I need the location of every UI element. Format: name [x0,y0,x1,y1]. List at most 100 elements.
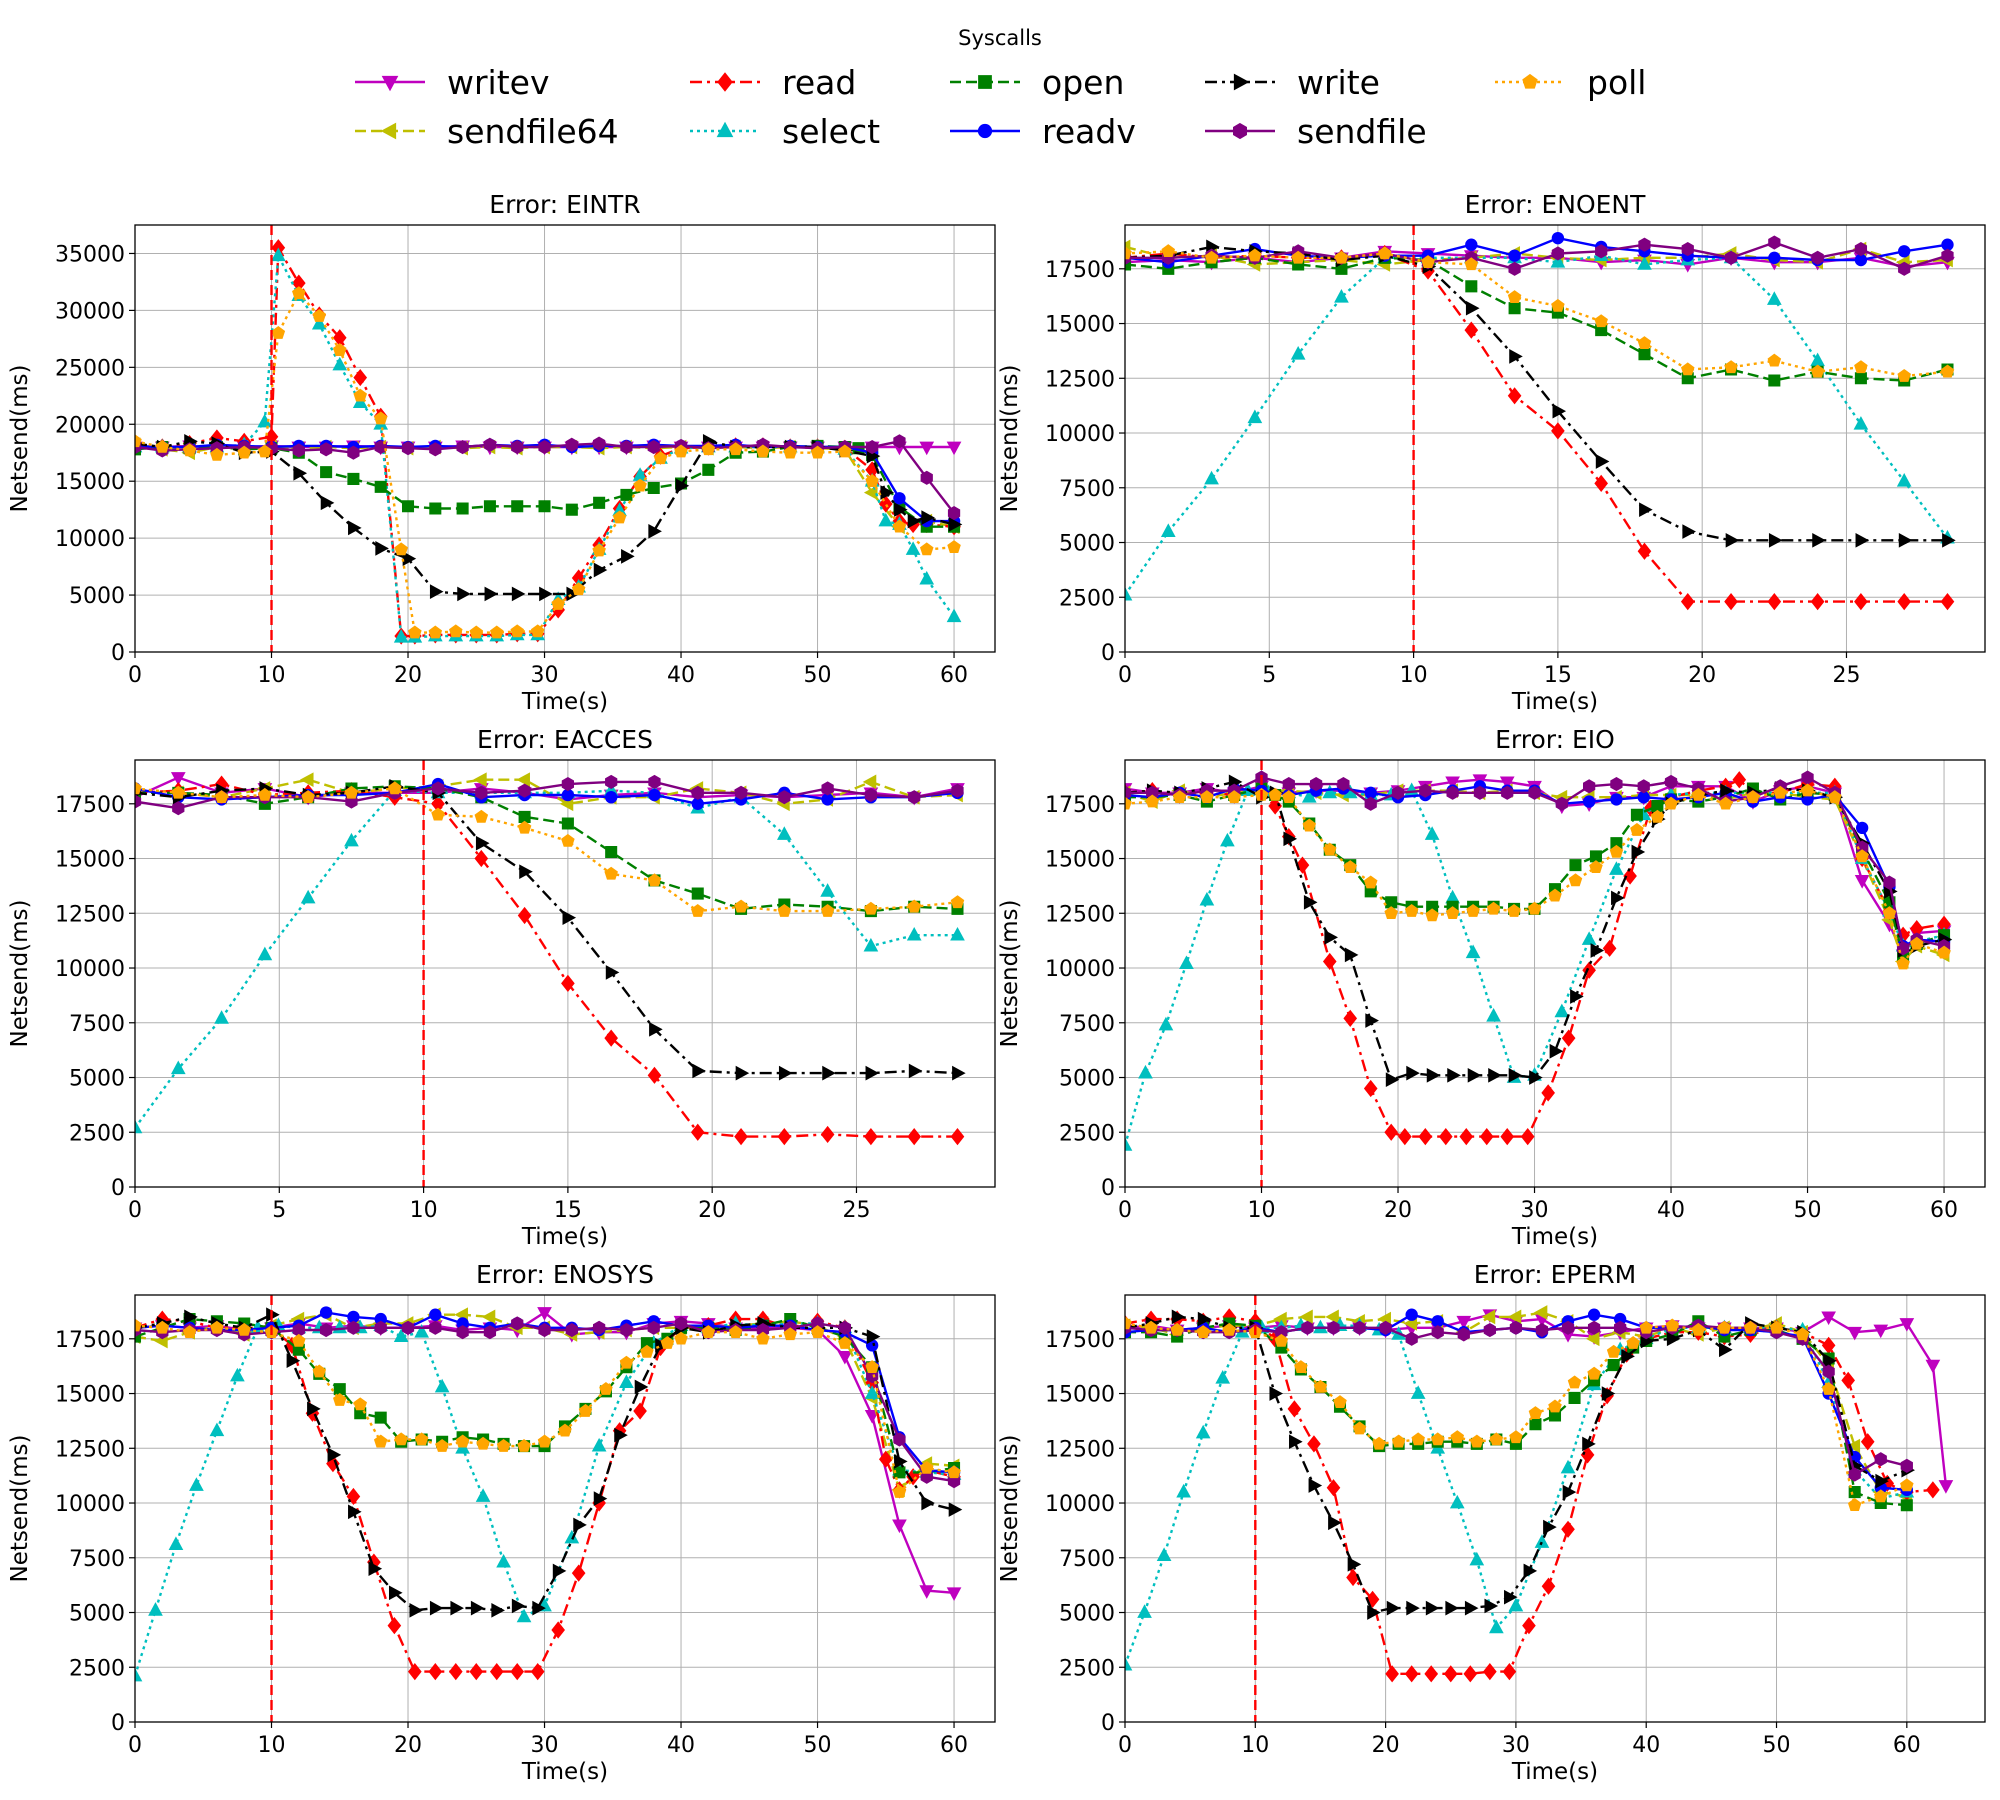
data-point-sendfile [456,1325,469,1340]
data-point-select [189,1477,204,1491]
data-point-open [893,1466,906,1479]
legend-label: select [782,112,880,151]
data-point-select [1137,1604,1152,1618]
data-point-write [491,1602,505,1618]
data-point-read [1860,1433,1875,1451]
y-tick-label: 15000 [55,470,125,495]
data-point-poll [674,444,688,458]
data-point-write [1269,1386,1284,1401]
data-point-read [474,849,489,868]
data-point-write [1768,532,1783,548]
data-point-poll [353,388,368,402]
subplot-4: 0 10 20 30 40 50 60 0 2500 5000 7500 10000 12500 1500… [997,725,1986,1250]
data-point-poll [1630,822,1644,836]
data-point-sendfile [1301,1320,1314,1335]
data-point-sendfile64 [516,772,530,788]
data-point-write [519,864,533,880]
data-point-write [634,1379,649,1395]
series-line-read [1125,778,1945,1138]
data-point-read [1287,1400,1302,1418]
data-point-read [1384,1123,1399,1141]
data-point-write [1344,947,1359,963]
data-point-sendfile [429,1320,442,1335]
data-point-read [1520,1128,1535,1146]
data-point-poll [1421,255,1435,268]
data-point-write [1529,1070,1543,1085]
data-point-open [456,502,469,515]
data-point-writev [170,772,186,786]
data-point-sendfile64 [862,774,877,790]
data-point-poll [135,1318,142,1332]
x-tick-label: 60 [1930,1198,1958,1223]
data-point-open [483,500,496,513]
data-point-write [1898,532,1913,548]
y-tick-label: 17500 [1045,1328,1115,1353]
data-point-sendfile [1898,261,1911,276]
data-point-sendfile [538,1322,551,1338]
data-point-poll [1425,908,1439,922]
data-point-select [434,1378,450,1393]
data-point-write [1508,1067,1523,1083]
data-point-read [1897,593,1912,611]
data-point-write [894,502,908,518]
data-point-poll [1291,250,1305,264]
data-point-sendfile [1431,1325,1444,1340]
data-point-read [647,1066,662,1084]
data-point-write [1631,844,1646,860]
data-point-poll [237,445,251,459]
data-point-poll [1589,860,1603,874]
data-point-poll [777,903,792,917]
data-point-read [1637,542,1652,560]
y-tick-label: 5000 [69,1067,125,1092]
data-point-read [1522,1617,1536,1635]
data-point-sendfile [947,506,961,521]
data-point-poll [701,442,716,456]
x-axis-label: Time(s) [521,689,608,715]
data-point-poll [1854,360,1868,374]
data-point-write [866,1329,881,1344]
data-point-readv [1364,786,1377,800]
data-point-select [1449,1494,1465,1509]
data-point-readv [1854,253,1868,267]
data-point-select [475,1488,491,1502]
data-point-write [511,1598,526,1614]
data-point-poll [155,439,170,453]
data-point-select [950,926,965,941]
y-tick-label: 12500 [55,902,125,927]
x-tick-label: 0 [128,1198,142,1223]
data-point-read [469,1663,484,1681]
x-tick-label: 10 [1400,663,1428,688]
data-point-readv [456,1317,469,1330]
data-point-write [692,1063,706,1079]
series-line-writev [1125,1313,1948,1486]
data-point-select [1301,789,1317,803]
data-point-read [907,1128,922,1146]
y-axis-label: Netsend(ms) [997,364,1023,512]
data-point-write [184,1309,198,1325]
y-axis-label: Netsend(ms) [7,1434,33,1582]
data-point-poll [1470,1434,1484,1448]
data-point-sendfile [1405,1331,1418,1346]
data-point-poll [1548,888,1562,902]
x-tick-label: 5 [1262,663,1276,688]
data-point-write [778,1065,793,1081]
legend-label: writev [447,63,550,102]
data-point-sendfile64 [473,772,487,788]
x-tick-label: 0 [1118,1733,1132,1758]
data-point-write [621,549,635,564]
data-point-read [878,1450,893,1468]
data-point-read [1680,593,1695,611]
data-point-write [1328,1515,1342,1531]
legend-item-sendfile: sendfile [1205,112,1427,151]
data-point-readv [691,797,704,810]
data-point-write [1445,1600,1459,1616]
data-point-poll [530,624,545,638]
data-point-write [1552,403,1567,419]
data-point-write [1425,1600,1440,1616]
y-tick-label: 7500 [1059,1547,1115,1572]
data-point-poll [1896,956,1910,970]
legend-item-write: write [1205,63,1380,102]
data-point-poll [783,1327,798,1341]
series-line-write [1125,245,1948,542]
data-point-sendfile [1125,785,1132,800]
